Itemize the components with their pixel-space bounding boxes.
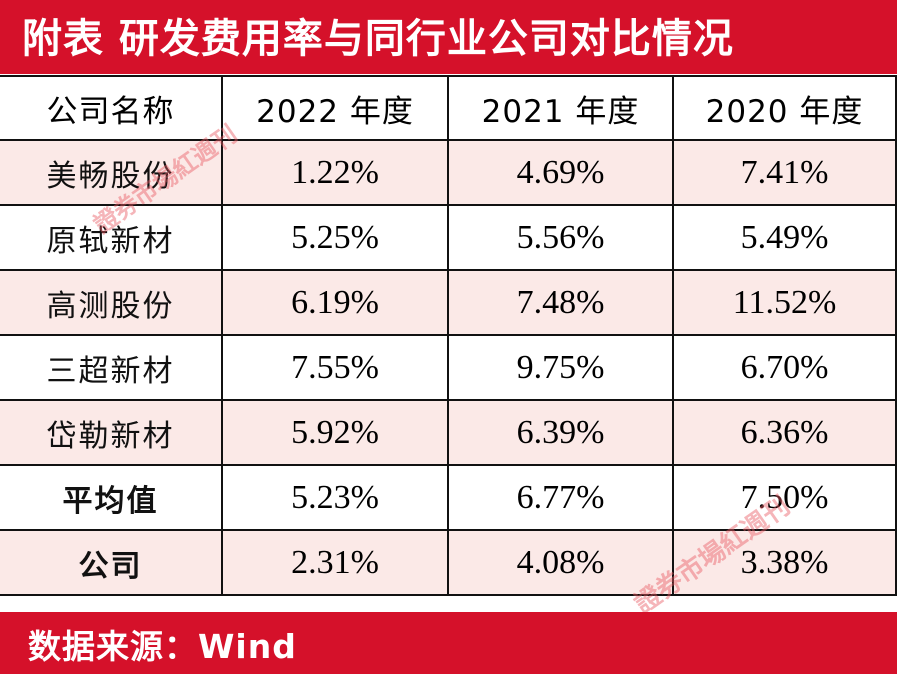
value-2022: 7.55% (221, 334, 449, 401)
value-2021: 7.48% (447, 269, 674, 336)
title-bar: 附表 研发费用率与同行业公司对比情况 (0, 0, 897, 74)
value-2022: 6.19% (221, 269, 449, 336)
data-source: 数据来源：Wind (28, 627, 297, 666)
company-label: 公司 (0, 529, 223, 596)
value-2021: 6.39% (447, 399, 674, 466)
value-2020: 7.41% (672, 139, 897, 206)
value-2021: 4.69% (447, 139, 674, 206)
comparison-table: 公司名称 2022 年度 2021 年度 2020 年度 美畅股份 1.22% … (0, 75, 897, 596)
company-name: 美畅股份 (0, 139, 223, 206)
value-2022: 1.22% (221, 139, 449, 206)
value-2021: 4.08% (447, 529, 674, 596)
page-title: 附表 研发费用率与同行业公司对比情况 (22, 16, 734, 62)
company-name: 原轼新材 (0, 204, 223, 271)
table-row: 三超新材 7.55% 9.75% 6.70% (0, 334, 897, 401)
column-header-2020: 2020 年度 (672, 75, 897, 141)
value-2021: 6.77% (447, 464, 674, 531)
table-row: 岱勒新材 5.92% 6.39% 6.36% (0, 399, 897, 466)
column-header-2021: 2021 年度 (447, 75, 674, 141)
company-name: 高测股份 (0, 269, 223, 336)
value-2022: 2.31% (221, 529, 449, 596)
table-row: 高测股份 6.19% 7.48% 11.52% (0, 269, 897, 336)
footer-bar: 数据来源：Wind (0, 612, 897, 674)
value-2022: 5.25% (221, 204, 449, 271)
value-2020: 7.50% (672, 464, 897, 531)
company-row: 公司 2.31% 4.08% 3.38% (0, 529, 897, 596)
table-row: 美畅股份 1.22% 4.69% 7.41% (0, 139, 897, 206)
table-header-row: 公司名称 2022 年度 2021 年度 2020 年度 (0, 75, 897, 141)
company-name: 岱勒新材 (0, 399, 223, 466)
column-header-company: 公司名称 (0, 75, 223, 141)
value-2022: 5.23% (221, 464, 449, 531)
value-2020: 5.49% (672, 204, 897, 271)
value-2020: 6.36% (672, 399, 897, 466)
value-2020: 11.52% (672, 269, 897, 336)
value-2022: 5.92% (221, 399, 449, 466)
table-row: 原轼新材 5.25% 5.56% 5.49% (0, 204, 897, 271)
value-2020: 6.70% (672, 334, 897, 401)
value-2021: 9.75% (447, 334, 674, 401)
value-2020: 3.38% (672, 529, 897, 596)
average-label: 平均值 (0, 464, 223, 531)
company-name: 三超新材 (0, 334, 223, 401)
average-row: 平均值 5.23% 6.77% 7.50% (0, 464, 897, 531)
value-2021: 5.56% (447, 204, 674, 271)
column-header-2022: 2022 年度 (221, 75, 449, 141)
